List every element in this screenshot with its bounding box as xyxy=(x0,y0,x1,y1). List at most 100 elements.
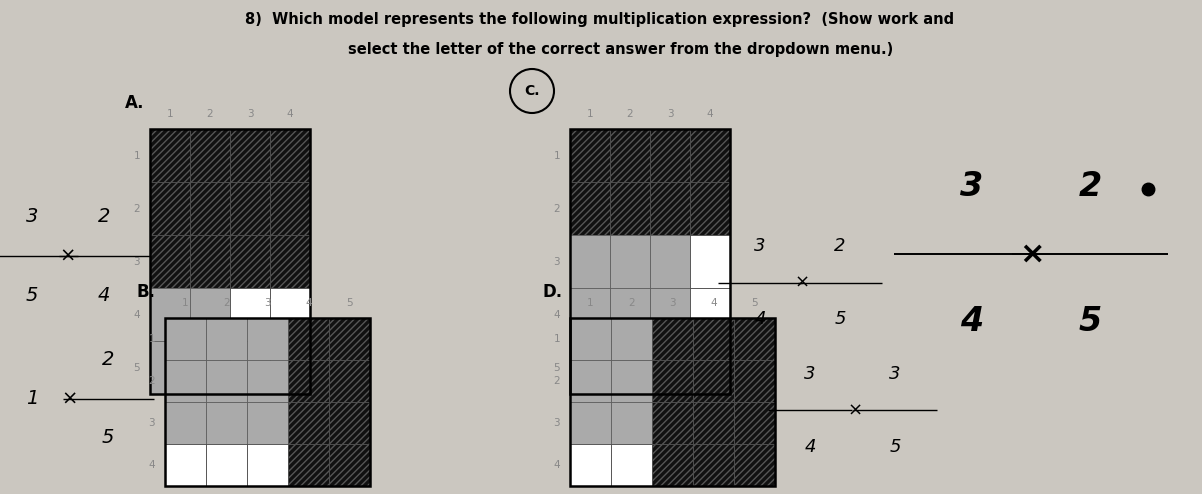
Bar xyxy=(150,129,190,182)
Text: 3: 3 xyxy=(889,365,900,383)
Text: 1: 1 xyxy=(133,151,139,161)
Bar xyxy=(690,129,730,182)
Bar xyxy=(190,235,230,288)
Bar xyxy=(690,341,730,394)
Bar xyxy=(230,235,270,288)
Circle shape xyxy=(510,69,554,113)
Bar xyxy=(570,444,611,486)
Bar xyxy=(165,318,206,360)
Text: 5: 5 xyxy=(102,428,114,448)
Bar xyxy=(246,444,288,486)
Bar xyxy=(570,288,609,341)
Text: 3: 3 xyxy=(246,109,254,119)
Bar xyxy=(609,235,650,288)
Bar xyxy=(230,288,270,341)
Bar xyxy=(570,318,611,360)
Bar xyxy=(150,341,190,394)
Text: C.: C. xyxy=(524,84,540,98)
Text: 4: 4 xyxy=(707,109,713,119)
Text: 8)  Which model represents the following multiplication expression?  (Show work : 8) Which model represents the following … xyxy=(245,12,954,27)
Bar xyxy=(150,182,190,235)
Bar xyxy=(329,444,370,486)
Bar xyxy=(570,318,775,486)
Text: 3: 3 xyxy=(264,298,270,308)
Bar xyxy=(270,182,310,235)
Text: 1: 1 xyxy=(588,298,594,308)
Bar xyxy=(734,444,775,486)
Bar xyxy=(190,182,230,235)
Bar xyxy=(206,360,246,402)
Text: 3: 3 xyxy=(553,418,560,428)
Text: ×: × xyxy=(61,389,78,408)
Bar xyxy=(288,444,329,486)
Bar xyxy=(570,235,609,288)
Bar xyxy=(734,402,775,444)
Bar xyxy=(190,129,230,182)
Text: 4: 4 xyxy=(287,109,293,119)
Text: 3: 3 xyxy=(25,207,38,227)
Bar xyxy=(690,235,730,288)
Text: 4: 4 xyxy=(960,305,983,338)
Bar xyxy=(690,182,730,235)
Text: 5: 5 xyxy=(133,363,139,372)
Bar xyxy=(206,402,246,444)
Bar xyxy=(288,318,329,360)
Bar xyxy=(611,402,651,444)
Text: 4: 4 xyxy=(553,460,560,470)
Text: 1: 1 xyxy=(553,334,560,344)
Text: 2: 2 xyxy=(207,109,213,119)
Text: ×: × xyxy=(60,247,76,266)
Text: 2: 2 xyxy=(553,376,560,386)
Text: 2: 2 xyxy=(148,376,155,386)
Bar xyxy=(190,288,230,341)
Text: 2: 2 xyxy=(102,350,114,369)
Bar xyxy=(651,402,694,444)
Text: 3: 3 xyxy=(960,170,983,204)
Bar xyxy=(230,129,270,182)
Text: 2: 2 xyxy=(834,237,846,255)
Bar xyxy=(570,341,609,394)
Bar xyxy=(270,235,310,288)
Bar xyxy=(650,288,690,341)
Bar xyxy=(165,444,206,486)
Text: 3: 3 xyxy=(804,365,816,383)
Text: 5: 5 xyxy=(834,310,846,328)
Text: 4: 4 xyxy=(804,438,816,456)
Bar xyxy=(329,360,370,402)
Bar xyxy=(694,318,734,360)
Bar xyxy=(190,341,230,394)
Bar xyxy=(246,318,288,360)
Text: 1: 1 xyxy=(25,389,38,408)
Text: 4: 4 xyxy=(97,286,111,305)
Bar xyxy=(270,341,310,394)
Bar xyxy=(570,360,611,402)
Text: 5: 5 xyxy=(751,298,757,308)
Bar xyxy=(611,318,651,360)
Text: ×: × xyxy=(1019,240,1045,269)
Text: 3: 3 xyxy=(133,256,139,266)
Bar xyxy=(570,402,611,444)
Bar xyxy=(650,341,690,394)
Text: 5: 5 xyxy=(346,298,353,308)
Text: ×: × xyxy=(847,402,863,419)
Bar xyxy=(288,360,329,402)
Text: 4: 4 xyxy=(710,298,716,308)
Bar xyxy=(609,288,650,341)
Text: 4: 4 xyxy=(553,310,560,320)
Bar xyxy=(570,129,609,182)
Text: 3: 3 xyxy=(667,109,673,119)
Text: 3: 3 xyxy=(553,256,560,266)
Bar xyxy=(150,235,190,288)
Bar xyxy=(270,288,310,341)
Bar xyxy=(611,444,651,486)
Bar xyxy=(206,444,246,486)
Bar xyxy=(734,318,775,360)
Bar xyxy=(288,402,329,444)
Text: 2: 2 xyxy=(626,109,633,119)
Text: 2: 2 xyxy=(629,298,635,308)
Bar xyxy=(650,235,690,288)
Bar xyxy=(694,360,734,402)
Text: 5: 5 xyxy=(25,286,38,305)
Bar xyxy=(570,129,730,394)
Bar xyxy=(650,129,690,182)
